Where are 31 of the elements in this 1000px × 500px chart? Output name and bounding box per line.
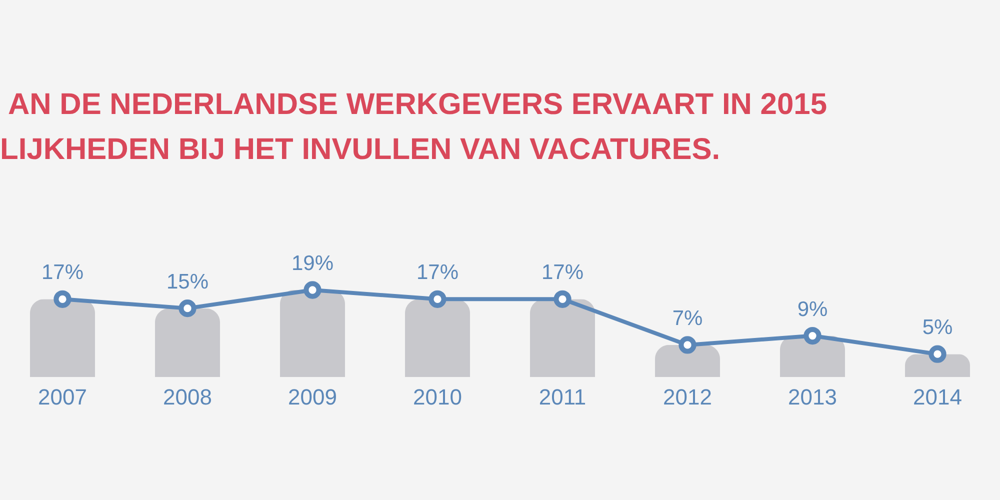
data-label: 7% [672, 306, 703, 330]
text: LIJKHEDEN BIJ HET INVULLEN VAN VACATURES. [0, 133, 720, 166]
data-label: 17% [41, 261, 84, 284]
point [678, 336, 696, 354]
x-tick-label: 2011 [538, 384, 586, 410]
data-label: 17% [541, 261, 584, 284]
data-label: 5% [922, 316, 953, 340]
text: AN DE NEDERLANDSE WERKGEVERS ERVAART IN 2015 [8, 88, 828, 121]
point [928, 345, 946, 363]
point [804, 326, 822, 345]
bar [155, 308, 220, 377]
x-tick-label: 2010 [413, 384, 462, 410]
data-label: 9% [797, 298, 828, 321]
x-tick-label: 2012 [663, 384, 712, 410]
bar [280, 290, 345, 377]
point [428, 290, 446, 308]
point [554, 290, 572, 308]
point [54, 290, 72, 308]
x-tick-label: 2008 [163, 384, 212, 410]
point [178, 300, 196, 318]
bar [530, 299, 595, 377]
point [304, 281, 322, 299]
x-tick-label: 2009 [288, 384, 337, 410]
data-label: 19% [291, 252, 334, 275]
x-tick-label: 2007 [38, 384, 87, 410]
bar [405, 299, 470, 377]
bar [30, 299, 95, 377]
data-label: 17% [416, 261, 459, 284]
x-tick-label: 2013 [788, 384, 837, 410]
data-label: 15% [166, 270, 209, 294]
x-tick-label: 2014 [913, 384, 962, 410]
